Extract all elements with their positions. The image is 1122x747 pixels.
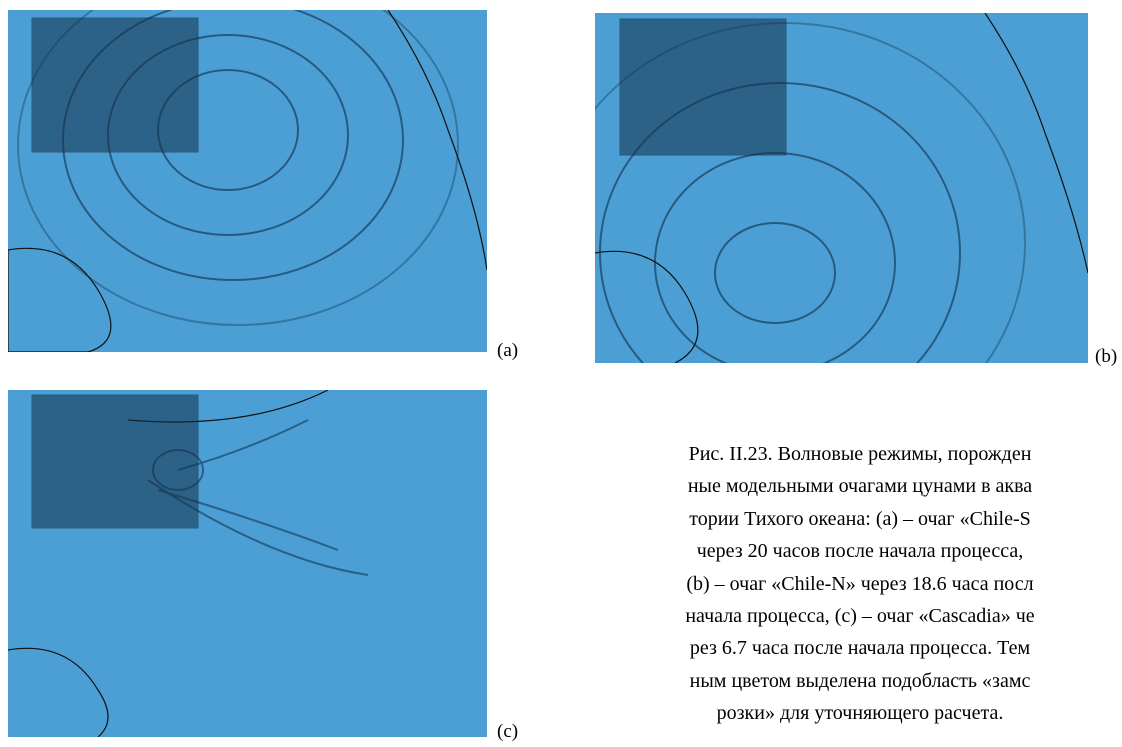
map-b <box>595 13 1088 363</box>
figure-label: (a) <box>497 340 518 362</box>
caption-line: через 20 часов после начала процесса, <box>560 535 1122 567</box>
caption-line: рез 6.7 часа после начала процесса. Тем <box>560 632 1122 664</box>
caption-line: Рис. II.23. Волновые режимы, порожден <box>560 438 1122 470</box>
figure-label: (b) <box>1095 346 1117 368</box>
page: (a) (b) (c) Рис. II.23. Волновые режимы,… <box>0 0 1122 747</box>
map-a <box>8 10 487 352</box>
caption-line: розки» для уточняющего расчета. <box>560 697 1122 729</box>
caption-line: тории Тихого океана: (а) – очаг «Chile-S <box>560 503 1122 535</box>
figure-label: (c) <box>497 721 518 743</box>
caption-line: ным цветом выделена подобласть «замс <box>560 665 1122 697</box>
caption-line: начала процесса, (c) – очаг «Cascadia» ч… <box>560 600 1122 632</box>
caption-line: (b) – очаг «Chile-N» через 18.6 часа пос… <box>560 568 1122 600</box>
map-c <box>8 390 487 737</box>
caption-line: ные модельными очагами цунами в аква <box>560 470 1122 502</box>
